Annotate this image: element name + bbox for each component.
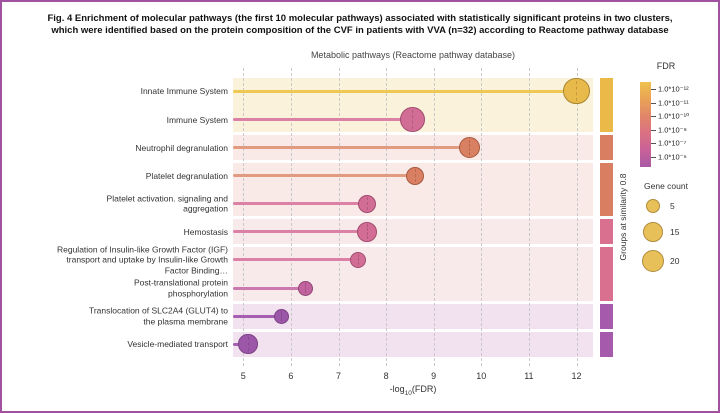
lollipop-stem bbox=[233, 230, 368, 233]
gene-count-legend-title: Gene count bbox=[644, 181, 688, 191]
group-band bbox=[233, 331, 593, 357]
pathway-label: Platelet activation. signaling and aggre… bbox=[106, 193, 228, 214]
gene-count-bubble bbox=[646, 199, 660, 213]
x-tick-label: 8 bbox=[383, 371, 389, 381]
fdr-tick-mark bbox=[651, 89, 656, 90]
fdr-tick-label: 1.0*10⁻⁶ bbox=[658, 152, 687, 162]
fdr-tick-label: 1.0*10⁻¹² bbox=[658, 84, 689, 94]
fdr-tick-mark bbox=[651, 102, 656, 104]
similarity-strip-segment bbox=[600, 246, 613, 301]
similarity-strip-segment bbox=[600, 304, 613, 329]
pathway-bubble bbox=[405, 166, 424, 185]
lollipop-stem bbox=[233, 146, 470, 149]
similarity-strip-segment bbox=[600, 331, 613, 357]
x-tick-label: 6 bbox=[288, 371, 294, 381]
x-gridline bbox=[481, 68, 483, 366]
lollipop-stem bbox=[233, 89, 577, 93]
fdr-legend-title: FDR bbox=[656, 61, 676, 71]
x-axis-label-subscript: 10 bbox=[404, 389, 412, 397]
fdr-tick-label: 1.0*10⁻¹⁰ bbox=[658, 111, 690, 121]
pathway-label: Innate Immune System bbox=[140, 85, 228, 96]
figure-caption: Fig. 4 Enrichment of molecular pathways … bbox=[2, 13, 718, 36]
fdr-tick-label: 1.0*10⁻⁸ bbox=[658, 125, 687, 135]
bubble-center-dash bbox=[414, 168, 416, 183]
pathway-label: Post-translational protein phosphorylati… bbox=[133, 277, 228, 299]
pathway-label: Immune System bbox=[166, 114, 228, 125]
pathway-label: Regulation of Insulin-like Growth Factor… bbox=[56, 243, 228, 275]
similarity-strip-segment bbox=[600, 219, 613, 244]
bubble-center-dash bbox=[412, 109, 414, 130]
bubble-center-dash bbox=[576, 80, 578, 102]
x-axis-label: -log10(FDR) bbox=[353, 384, 473, 397]
pathway-bubble bbox=[297, 280, 313, 296]
gene-count-bubble bbox=[642, 250, 664, 272]
x-gridline bbox=[338, 68, 340, 366]
fdr-tick-label: 1.0*10⁻⁷ bbox=[658, 138, 687, 148]
lollipop-stem bbox=[233, 174, 415, 177]
x-gridline bbox=[290, 68, 292, 366]
group-band bbox=[233, 304, 593, 329]
pathway-bubble bbox=[399, 107, 425, 132]
bubble-center-dash bbox=[305, 282, 307, 294]
x-tick-label: 12 bbox=[571, 371, 582, 381]
pathway-label: Platelet degranulation bbox=[145, 170, 228, 181]
bubble-center-dash bbox=[357, 253, 359, 266]
gene-count-label: 20 bbox=[670, 256, 680, 266]
pathway-bubble bbox=[349, 251, 366, 268]
x-axis-label-suffix: (FDR) bbox=[411, 384, 437, 394]
lollipop-stem bbox=[233, 314, 282, 318]
chart-title: Metabolic pathways (Reactome pathway dat… bbox=[310, 50, 516, 60]
fdr-tick-mark bbox=[651, 129, 656, 131]
pathway-bubble bbox=[563, 77, 590, 105]
x-gridline bbox=[433, 68, 435, 366]
gene-count-label: 15 bbox=[670, 227, 680, 237]
fdr-tick-mark bbox=[651, 116, 656, 118]
pathway-bubble bbox=[358, 194, 377, 213]
pathway-bubble bbox=[238, 334, 258, 354]
bubble-center-dash bbox=[248, 336, 250, 352]
gene-count-label: 5 bbox=[670, 201, 675, 211]
x-tick-label: 10 bbox=[476, 371, 487, 381]
similarity-strip-segment bbox=[600, 135, 613, 160]
pathway-bubble bbox=[357, 221, 378, 242]
similarity-strip-segment bbox=[600, 78, 613, 132]
x-gridline bbox=[576, 68, 578, 366]
similarity-strip-segment bbox=[600, 162, 613, 216]
lollipop-stem bbox=[233, 286, 306, 290]
pathway-label: Hemostasis bbox=[183, 226, 228, 237]
pathway-label: Neutrophil degranulation bbox=[135, 142, 228, 153]
figure-caption-line1: Fig. 4 Enrichment of molecular pathways … bbox=[47, 13, 673, 24]
x-tick-label: 11 bbox=[524, 371, 534, 381]
fdr-tick-label: 1.0*10⁻¹¹ bbox=[658, 98, 689, 108]
fdr-tick-mark bbox=[651, 143, 656, 145]
lollipop-stem bbox=[233, 118, 413, 121]
pathway-label: Translocation of SLC2A4 (GLUT4) to the p… bbox=[88, 305, 228, 327]
pathway-bubble bbox=[458, 137, 480, 158]
bubble-center-dash bbox=[367, 223, 369, 240]
gene-count-bubble bbox=[643, 222, 663, 242]
pathway-bubble bbox=[273, 308, 289, 324]
x-tick-label: 7 bbox=[335, 371, 341, 381]
bubble-center-dash bbox=[367, 196, 369, 211]
fdr-tick-mark bbox=[651, 157, 656, 158]
fdr-colorbar bbox=[640, 82, 651, 167]
x-gridline bbox=[386, 68, 388, 366]
x-tick-label: 5 bbox=[240, 371, 246, 381]
x-axis-label-prefix: -log bbox=[389, 384, 405, 394]
bubble-center-dash bbox=[469, 139, 471, 156]
figure-caption-line2: which were identified based on the prote… bbox=[51, 24, 669, 36]
x-gridline bbox=[243, 68, 245, 366]
x-gridline bbox=[528, 68, 530, 366]
lollipop-stem bbox=[233, 258, 358, 261]
lollipop-stem bbox=[233, 202, 368, 205]
bubble-center-dash bbox=[281, 310, 283, 322]
group-band bbox=[233, 246, 593, 301]
x-tick-label: 9 bbox=[431, 371, 437, 381]
pathway-label: Vesicle-mediated transport bbox=[127, 338, 228, 349]
